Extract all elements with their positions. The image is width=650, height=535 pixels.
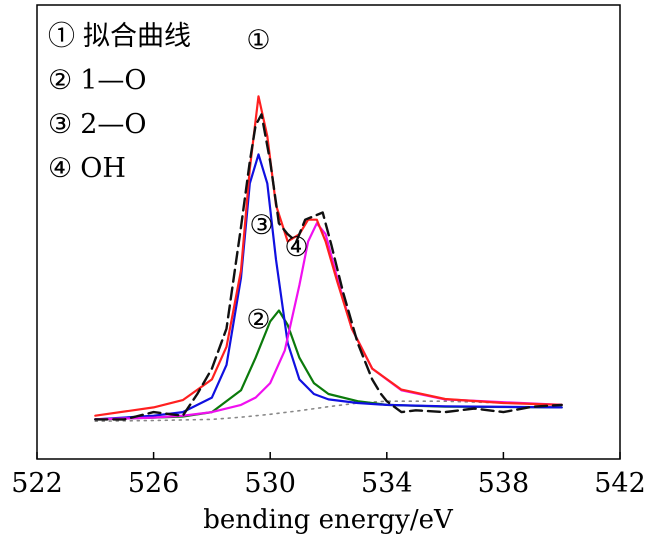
- x-axis-ticks: 522 526 530 534 538 542: [11, 452, 646, 499]
- legend-label: 2—O: [80, 109, 146, 140]
- x-tick-label: 534: [361, 468, 413, 499]
- legend-entry: ④ OH: [48, 153, 126, 184]
- x-tick-label: 522: [11, 468, 63, 499]
- legend-entry: ① 拟合曲线: [48, 21, 191, 52]
- series-layer: [94, 95, 563, 422]
- curve-marker: ③: [249, 210, 273, 241]
- legend-marker: ④: [48, 153, 72, 184]
- curve-marker: ①: [246, 25, 270, 56]
- curve-marker: ④: [284, 232, 308, 263]
- legend-marker: ③: [48, 109, 72, 140]
- series-line-5: [94, 400, 563, 422]
- legend-entry: ② 1—O: [48, 65, 147, 96]
- series-line-4: [94, 113, 563, 421]
- curve-marker: ②: [246, 305, 270, 336]
- legend-label: 1—O: [80, 65, 146, 96]
- x-tick-label: 542: [594, 468, 646, 499]
- legend: ① 拟合曲线 ② 1—O ③ 2—O ④ OH: [48, 21, 191, 184]
- plot-frame: [36, 4, 621, 460]
- x-tick-label: 530: [244, 468, 296, 499]
- legend-label: 拟合曲线: [83, 21, 191, 52]
- legend-label: OH: [80, 153, 126, 184]
- legend-marker: ①: [48, 21, 75, 52]
- legend-marker: ②: [48, 65, 72, 96]
- series-line-0: [94, 95, 563, 417]
- legend-entry: ③ 2—O: [48, 109, 147, 140]
- x-tick-label: 538: [478, 468, 530, 499]
- curve-annotations: ① ③④ ②: [246, 25, 308, 336]
- series-line-1: [94, 153, 563, 421]
- x-tick-label: 526: [128, 468, 180, 499]
- x-axis-label: bending energy/eV: [203, 505, 454, 535]
